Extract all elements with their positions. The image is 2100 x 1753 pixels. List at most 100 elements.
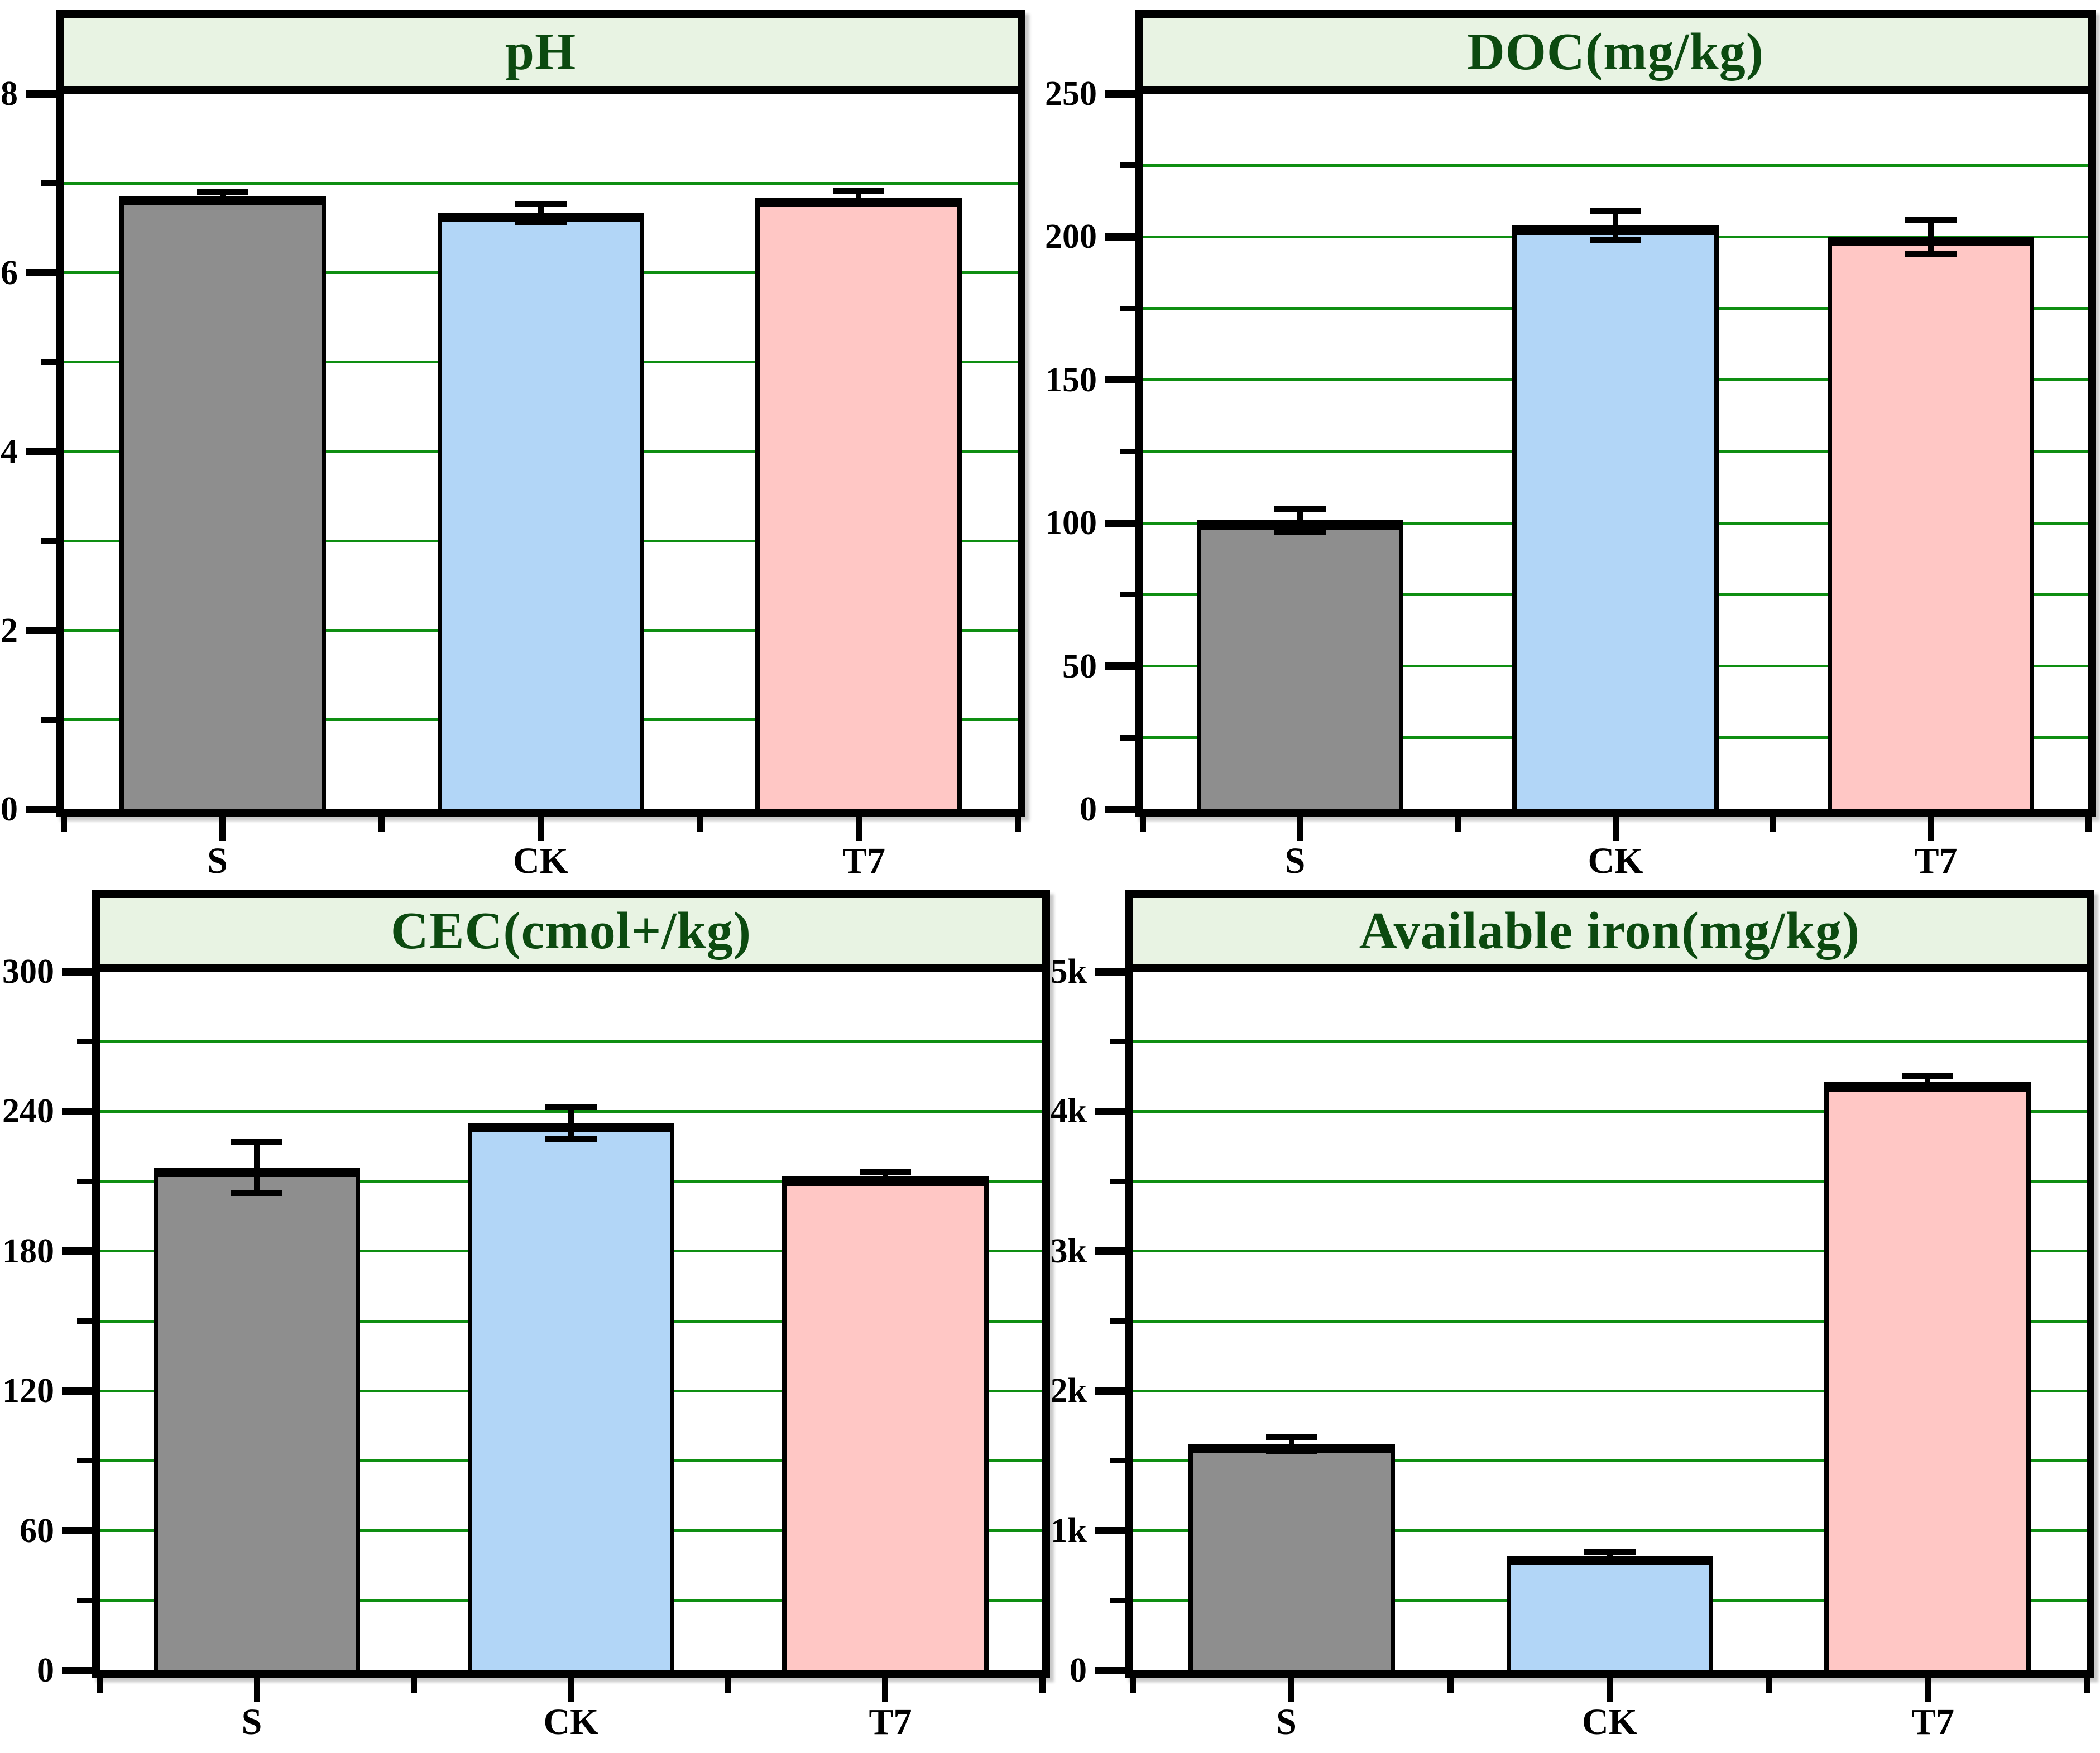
bar-CK	[437, 213, 644, 809]
error-bar-line-S	[1288, 1437, 1294, 1451]
y-axis-minor-tick	[41, 180, 56, 186]
error-bar-top-cap-S	[1274, 506, 1326, 512]
x-axis-tick	[1607, 1678, 1613, 1702]
x-axis-tick	[2085, 817, 2092, 832]
y-axis-minor-tick	[1120, 449, 1135, 454]
error-bar-top-cap-CK	[515, 200, 567, 207]
x-axis-labels: S CK T7	[56, 842, 1025, 892]
y-axis-major-tick	[1105, 376, 1135, 384]
error-bar-top-cap-T7	[833, 188, 885, 195]
x-category-label-CK: CK	[513, 841, 568, 881]
y-axis-tick-label: 0	[1080, 790, 1097, 828]
y-axis-tick-label: 50	[1062, 647, 1097, 685]
x-axis-tick	[538, 817, 544, 841]
x-axis-tick	[1928, 817, 1934, 841]
y-axis-tick-label: 150	[1045, 361, 1097, 399]
y-axis-major-tick	[62, 1247, 92, 1255]
error-bar-bottom-cap-S	[1274, 529, 1326, 535]
y-axis-major-tick	[1095, 1666, 1125, 1674]
bar-S	[1197, 520, 1404, 809]
plot-area: 0 2 4 6 8	[1, 76, 1021, 841]
gridline	[1133, 1459, 2087, 1462]
bar-S	[119, 195, 326, 809]
y-axis-major-tick	[26, 805, 56, 813]
x-axis-tick	[1297, 817, 1303, 841]
y-axis-minor-tick	[1120, 592, 1135, 598]
y-axis-minor-tick	[77, 1458, 92, 1464]
y-axis-minor-tick	[77, 1318, 92, 1324]
gridline	[1133, 1250, 2087, 1253]
y-axis-major-tick	[62, 1666, 92, 1674]
error-bar-line-T7	[882, 1171, 888, 1182]
y-axis-major-tick	[1105, 90, 1135, 98]
panel-cec: CEC(cmol+/kg) 0 60 120 180 240 300 S CK T7	[2, 890, 1050, 1746]
x-axis-tick	[219, 817, 226, 841]
bar-CK	[468, 1123, 674, 1670]
error-bar-line-CK	[538, 204, 544, 222]
gridline	[64, 181, 1018, 185]
bar-CK	[1506, 1555, 1713, 1670]
y-axis-tick-label: 3k	[1050, 1232, 1087, 1270]
error-bar-top-cap-S	[1265, 1434, 1317, 1440]
plot-area: 0 50 100 150 200 250	[1045, 76, 2092, 841]
error-bar-top-cap-CK	[545, 1103, 597, 1110]
plot-area: 0 1k 2k 3k 4k 5k	[1051, 954, 2090, 1702]
error-bar-top-cap-S	[231, 1139, 283, 1145]
error-bar-bottom-cap-CK	[545, 1136, 597, 1142]
x-axis-tick	[725, 1678, 731, 1693]
error-bar-line-CK	[1607, 1552, 1613, 1559]
error-bar-bottom-cap-CK	[1584, 1556, 1636, 1563]
error-bar-top-cap-T7	[859, 1169, 911, 1175]
gridline	[1133, 1180, 2087, 1183]
x-axis-labels: S CK T7	[92, 1703, 1050, 1753]
error-bar-bottom-cap-CK	[1590, 237, 1641, 243]
y-axis-minor-tick	[77, 1039, 92, 1045]
error-bar-top-cap-S	[196, 189, 248, 195]
error-bar-top-cap-CK	[1590, 208, 1641, 214]
x-category-label-S: S	[241, 1702, 262, 1742]
x-axis-tick	[60, 817, 67, 832]
error-bar-bottom-cap-T7	[1902, 1084, 1954, 1091]
panel-header: Available iron(mg/kg)	[1133, 898, 2087, 972]
y-axis-tick-label: 0	[1, 790, 18, 828]
error-bar-line-CK	[568, 1107, 574, 1140]
x-category-label-T7: T7	[869, 1702, 912, 1742]
y-axis-major-tick	[1095, 1107, 1125, 1115]
plot-area: 0 60 120 180 240 300	[2, 954, 1046, 1702]
x-axis-tick	[1129, 1678, 1136, 1693]
y-axis-major-tick	[26, 627, 56, 634]
bar-T7	[1827, 237, 2034, 809]
x-axis-tick	[1288, 1678, 1295, 1702]
y-axis-major-tick	[1095, 1247, 1125, 1255]
panel-doc: DOC(mg/kg) 0 50 100 150 200 250 S CK T7	[1045, 10, 2096, 886]
x-axis-tick	[1039, 1678, 1046, 1693]
bar-S	[154, 1167, 361, 1670]
panel-title: DOC(mg/kg)	[1466, 23, 1765, 81]
y-axis-major-tick	[26, 90, 56, 98]
error-bar-top-cap-T7	[1902, 1073, 1954, 1080]
error-bar-bottom-cap-T7	[833, 200, 885, 207]
error-bar-top-cap-CK	[1584, 1549, 1636, 1555]
x-axis-tick	[1770, 817, 1776, 832]
error-bar-bottom-cap-S	[231, 1189, 283, 1196]
y-axis-tick-label: 250	[1045, 75, 1097, 113]
y-axis-tick-label: 180	[2, 1232, 54, 1270]
bar-T7	[1824, 1082, 2031, 1670]
x-axis-tick	[411, 1678, 418, 1693]
gridline	[1133, 1389, 2087, 1392]
gridline	[100, 1040, 1042, 1043]
y-axis-tick-label: 300	[2, 953, 54, 991]
panel-title: Available iron(mg/kg)	[1359, 902, 1861, 960]
panel-title: pH	[505, 23, 577, 81]
error-bar-bottom-cap-CK	[515, 218, 567, 225]
x-axis-tick	[1765, 1678, 1772, 1693]
x-category-label-CK: CK	[543, 1702, 599, 1742]
panel-iron: Available iron(mg/kg) 0 1k 2k 3k 4k 5k S CK T7	[1051, 890, 2094, 1746]
x-axis-tick	[1139, 817, 1146, 832]
x-category-label-T7: T7	[1911, 1702, 1955, 1742]
x-category-label-T7: T7	[1914, 841, 1958, 881]
error-bar-line-CK	[1613, 211, 1618, 240]
y-axis-major-tick	[26, 448, 56, 455]
bar-S	[1188, 1444, 1395, 1670]
